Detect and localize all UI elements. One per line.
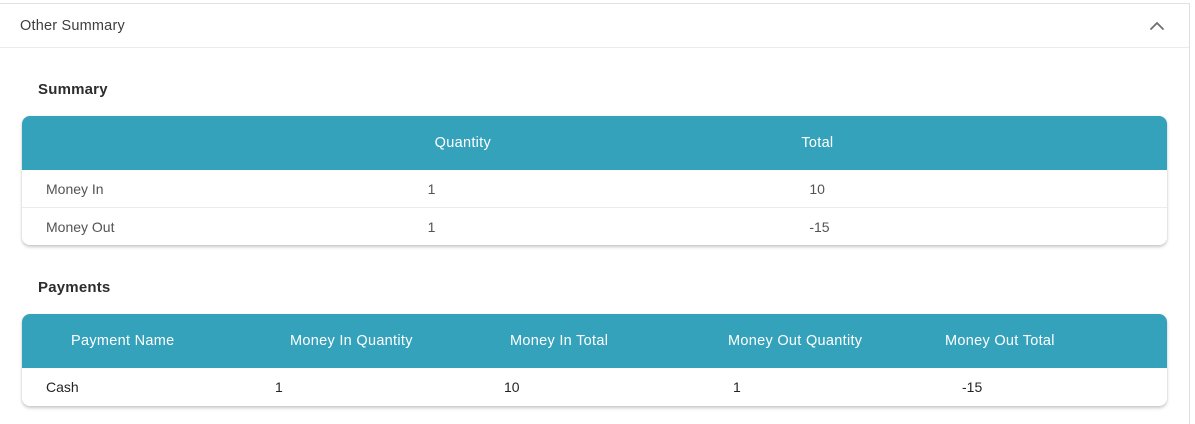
accordion-header[interactable]: Other Summary — [0, 4, 1189, 48]
summary-section-title: Summary — [38, 81, 108, 98]
row-total: 10 — [809, 180, 825, 197]
row-money-out-quantity: 1 — [733, 379, 741, 395]
table-row-cash: Cash 1 10 1 -15 — [22, 368, 1167, 406]
panel-title: Other Summary — [20, 17, 125, 34]
payments-col-money-out-quantity: Money Out Quantity — [728, 333, 863, 349]
payments-col-name: Payment Name — [71, 333, 175, 349]
payments-section-title: Payments — [38, 279, 111, 296]
chevron-up-icon[interactable] — [1147, 16, 1167, 36]
panel-content: Summary Quantity Total Money In 1 10 Mon… — [0, 81, 1189, 406]
row-money-in-quantity: 1 — [275, 379, 283, 395]
row-money-in-total: 10 — [504, 379, 520, 395]
row-payment-name: Cash — [46, 379, 79, 395]
summary-col-total: Total — [801, 135, 834, 151]
payments-table-header: Payment Name Money In Quantity Money In … — [22, 314, 1167, 368]
table-row-money-in: Money In 1 10 — [22, 170, 1167, 207]
payments-col-money-in-quantity: Money In Quantity — [290, 333, 413, 349]
row-label: Money Out — [46, 218, 115, 235]
summary-table: Quantity Total Money In 1 10 Money Out 1… — [22, 116, 1167, 245]
payments-table: Payment Name Money In Quantity Money In … — [22, 314, 1167, 406]
table-row-money-out: Money Out 1 -15 — [22, 207, 1167, 245]
row-total: -15 — [809, 218, 830, 235]
summary-table-header: Quantity Total — [22, 116, 1167, 170]
summary-col-quantity: Quantity — [434, 135, 492, 151]
row-quantity: 1 — [427, 180, 436, 197]
payments-col-money-out-total: Money Out Total — [945, 333, 1055, 349]
payments-col-money-in-total: Money In Total — [510, 333, 609, 349]
row-quantity: 1 — [427, 218, 436, 235]
row-money-out-total: -15 — [962, 379, 983, 395]
row-label: Money In — [46, 180, 104, 197]
other-summary-panel: Other Summary Summary Quantity Total Mon… — [0, 3, 1190, 424]
